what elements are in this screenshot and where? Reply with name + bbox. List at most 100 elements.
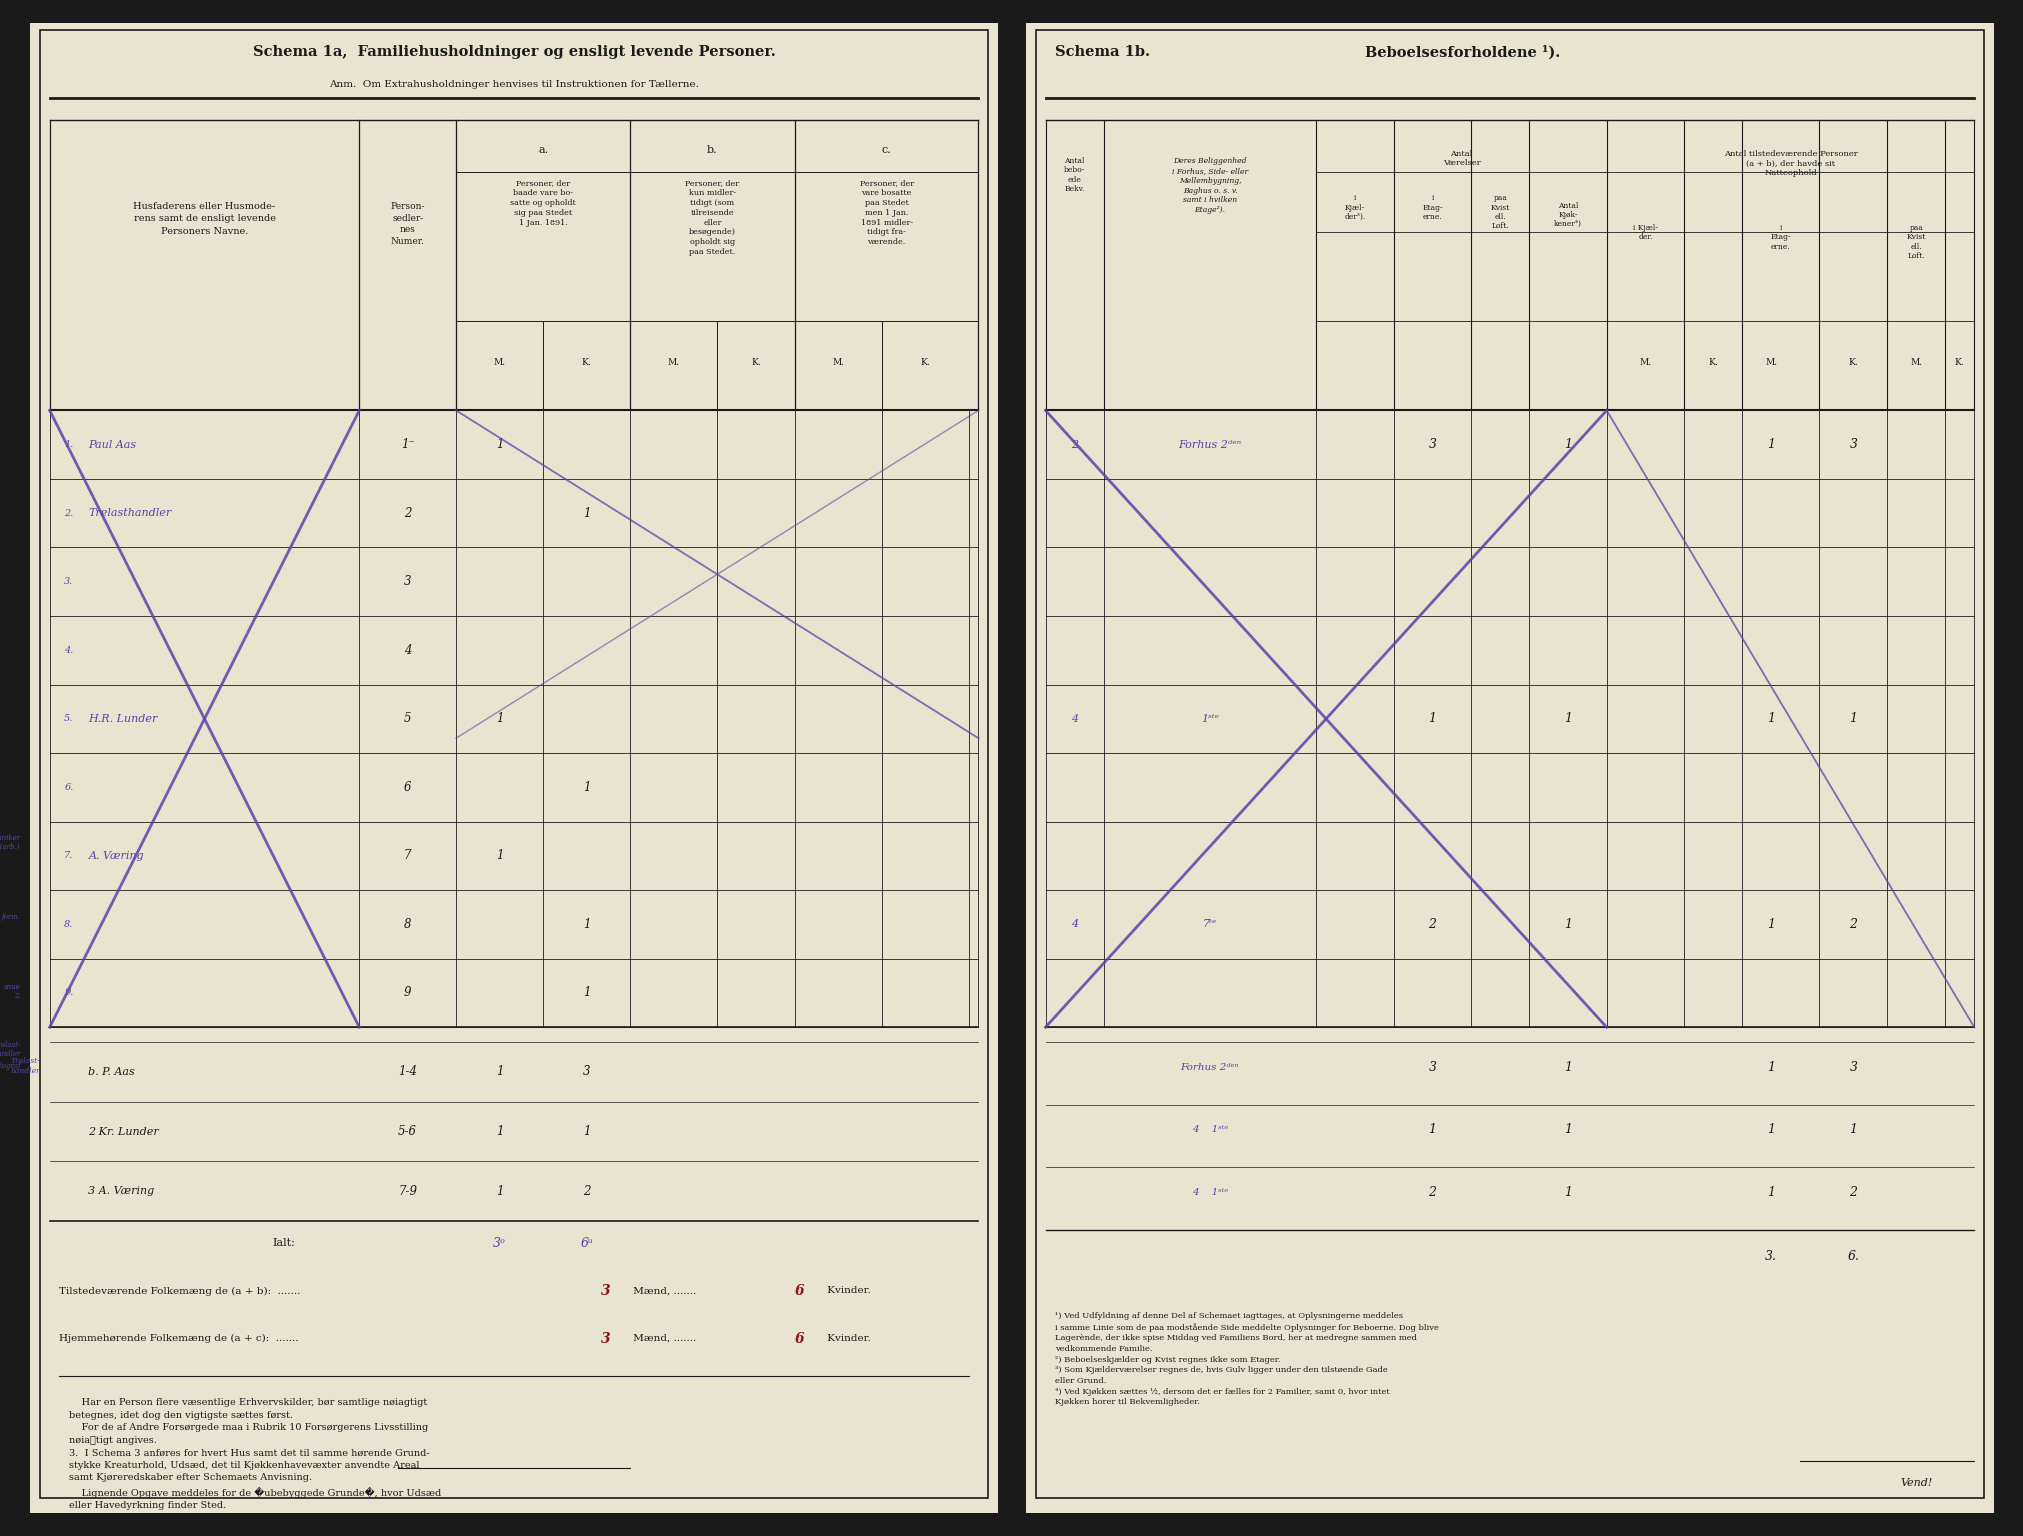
Text: K.: K. xyxy=(1707,358,1718,367)
Text: 9: 9 xyxy=(405,986,411,1000)
Text: Vend!: Vend! xyxy=(1900,1478,1932,1488)
Text: K.: K. xyxy=(1954,358,1964,367)
Text: i
Etag-
erne.: i Etag- erne. xyxy=(1770,224,1790,250)
Text: Tilstedeværende Folkemæng de (a + b):  .......: Tilstedeværende Folkemæng de (a + b): ..… xyxy=(59,1286,301,1295)
Text: Mænd, .......: Mænd, ....... xyxy=(629,1335,696,1342)
Text: K.: K. xyxy=(920,358,931,367)
Text: M.: M. xyxy=(668,358,680,367)
Text: Trelast-
handler: Trelast- handler xyxy=(10,1057,40,1075)
Text: Hjemmehørende Folkemæng de (a + c):  .......: Hjemmehørende Folkemæng de (a + c): ....… xyxy=(59,1335,299,1342)
Text: 1: 1 xyxy=(1766,1061,1774,1074)
Text: Schema 1a,  Familiehusholdninger og ensligt levende Personer.: Schema 1a, Familiehusholdninger og ensli… xyxy=(253,46,775,60)
Text: 1: 1 xyxy=(496,1066,504,1078)
Text: i
Etag-
erne.: i Etag- erne. xyxy=(1422,195,1442,221)
Text: 7: 7 xyxy=(405,849,411,862)
Text: Antal
Kjøk-
kener⁴): Antal Kjøk- kener⁴) xyxy=(1554,201,1582,229)
Text: 4    1ˢᵗᵉ: 4 1ˢᵗᵉ xyxy=(1192,1126,1228,1134)
Text: Kvinder.: Kvinder. xyxy=(823,1287,870,1295)
Text: 2: 2 xyxy=(1849,1186,1857,1198)
Text: M.: M. xyxy=(1764,358,1776,367)
Text: 1: 1 xyxy=(1564,713,1572,725)
Text: 3: 3 xyxy=(601,1284,611,1298)
Text: 4: 4 xyxy=(1070,920,1078,929)
Text: i Kjæl-
der.: i Kjæl- der. xyxy=(1633,224,1657,241)
Text: c.: c. xyxy=(882,144,890,155)
Text: 3.: 3. xyxy=(1764,1250,1776,1263)
Text: snue
2.: snue 2. xyxy=(4,983,20,1000)
Text: Beboelsesforholdene ¹).: Beboelsesforholdene ¹). xyxy=(1364,46,1560,60)
Text: Antal tilstedeværende Personer
(a + b), der havde sit
Natteophold: Antal tilstedeværende Personer (a + b), … xyxy=(1724,149,1857,177)
Text: 5-6: 5-6 xyxy=(399,1124,417,1138)
Text: Schema 1b.: Schema 1b. xyxy=(1054,46,1149,60)
Text: 1-4: 1-4 xyxy=(399,1066,417,1078)
Text: Antal
bebo-
ede
Bekv.: Antal bebo- ede Bekv. xyxy=(1064,157,1084,192)
Text: Deres Beliggenhed
i Forhus, Side- eller
Mellembygning,
Baghus o. s. v.
samt i hv: Deres Beliggenhed i Forhus, Side- eller … xyxy=(1171,157,1248,214)
Text: 2 Kr. Lunder: 2 Kr. Lunder xyxy=(89,1126,160,1137)
Text: 1: 1 xyxy=(583,1124,591,1138)
Text: 2: 2 xyxy=(1849,919,1857,931)
Text: 6: 6 xyxy=(405,780,411,794)
Text: 8: 8 xyxy=(405,919,411,931)
Text: Forhus 2ᵈᵉⁿ: Forhus 2ᵈᵉⁿ xyxy=(1179,1063,1238,1072)
Text: 3: 3 xyxy=(1849,438,1857,452)
Text: M.: M. xyxy=(1910,358,1922,367)
Text: 6.: 6. xyxy=(1847,1250,1859,1263)
Text: Antal
Værelser: Antal Værelser xyxy=(1442,149,1479,167)
Text: 1: 1 xyxy=(496,713,504,725)
Text: Trelast-
handler: Trelast- handler xyxy=(0,1041,20,1058)
Text: 3: 3 xyxy=(1849,1061,1857,1074)
Text: 2: 2 xyxy=(1428,1186,1436,1198)
Text: 1: 1 xyxy=(1564,919,1572,931)
Text: 4: 4 xyxy=(1070,714,1078,723)
Text: 2: 2 xyxy=(1428,919,1436,931)
Text: 1: 1 xyxy=(1766,1186,1774,1198)
Text: 1: 1 xyxy=(1766,438,1774,452)
Text: K.: K. xyxy=(751,358,761,367)
Text: 1: 1 xyxy=(1766,1123,1774,1137)
Text: b. P. Aas: b. P. Aas xyxy=(89,1068,136,1077)
Text: b.: b. xyxy=(706,144,718,155)
Text: 1: 1 xyxy=(583,986,591,1000)
Text: ¹) Ved Udfyldning af denne Del af Schemaet iagttages, at Oplysningerne meddeles
: ¹) Ved Udfyldning af denne Del af Schema… xyxy=(1054,1312,1438,1407)
Text: Ialt:: Ialt: xyxy=(271,1238,295,1249)
Text: 1: 1 xyxy=(1564,1061,1572,1074)
Text: Mekaniker
b.(arb.): Mekaniker b.(arb.) xyxy=(0,834,20,851)
Text: i
Kjæl-
der³).: i Kjæl- der³). xyxy=(1343,195,1366,221)
Text: 7.: 7. xyxy=(65,851,73,860)
Text: A. Væring: A. Væring xyxy=(89,851,144,860)
Text: K.: K. xyxy=(581,358,591,367)
Text: M.: M. xyxy=(1639,358,1651,367)
Text: Trelasthandler: Trelasthandler xyxy=(89,508,172,518)
Text: 1: 1 xyxy=(1766,713,1774,725)
Text: Personer, der
baade vare bo-
satte og opholdt
sig paa Stedet
1 Jan. 1891.: Personer, der baade vare bo- satte og op… xyxy=(510,180,577,227)
Text: 3 A. Væring: 3 A. Væring xyxy=(89,1186,154,1197)
Text: 3: 3 xyxy=(1428,1061,1436,1074)
Text: 1: 1 xyxy=(1849,713,1857,725)
Text: 2: 2 xyxy=(1070,439,1078,450)
Text: M.: M. xyxy=(831,358,844,367)
Text: 1: 1 xyxy=(496,849,504,862)
Text: 1: 1 xyxy=(1564,438,1572,452)
Text: 2: 2 xyxy=(405,507,411,519)
Text: Personer, der
kun midler-
tidigt (som
tilreisende
eller
besøgende)
opholdt sig
p: Personer, der kun midler- tidigt (som ti… xyxy=(686,180,738,257)
Text: H.R. Lunder: H.R. Lunder xyxy=(89,714,158,723)
Text: paa
Kvist
ell.
Loft.: paa Kvist ell. Loft. xyxy=(1906,224,1926,260)
Text: 1: 1 xyxy=(496,1124,504,1138)
Text: 2.: 2. xyxy=(65,508,73,518)
Text: 5.: 5. xyxy=(65,714,73,723)
Text: 3: 3 xyxy=(583,1066,591,1078)
Text: 7ᵗᵉ: 7ᵗᵉ xyxy=(1202,920,1216,929)
Text: 1: 1 xyxy=(1564,1186,1572,1198)
Text: Paul Aas: Paul Aas xyxy=(89,439,136,450)
Text: 5: 5 xyxy=(405,713,411,725)
Text: 1: 1 xyxy=(1766,919,1774,931)
Text: 1: 1 xyxy=(1564,1123,1572,1137)
Text: Husfaderens eller Husmode-
rens samt de ensligt levende
Personers Navne.: Husfaderens eller Husmode- rens samt de … xyxy=(134,201,275,237)
Text: 2: 2 xyxy=(583,1184,591,1198)
Text: Kvinder.: Kvinder. xyxy=(823,1335,870,1342)
Text: 1: 1 xyxy=(1428,713,1436,725)
Text: Anm.  Om Extrahusholdninger henvises til Instruktionen for Tællerne.: Anm. Om Extrahusholdninger henvises til … xyxy=(330,80,698,89)
Text: 1.: 1. xyxy=(65,441,73,449)
Text: 6.: 6. xyxy=(65,783,73,793)
Text: 1: 1 xyxy=(1849,1123,1857,1137)
